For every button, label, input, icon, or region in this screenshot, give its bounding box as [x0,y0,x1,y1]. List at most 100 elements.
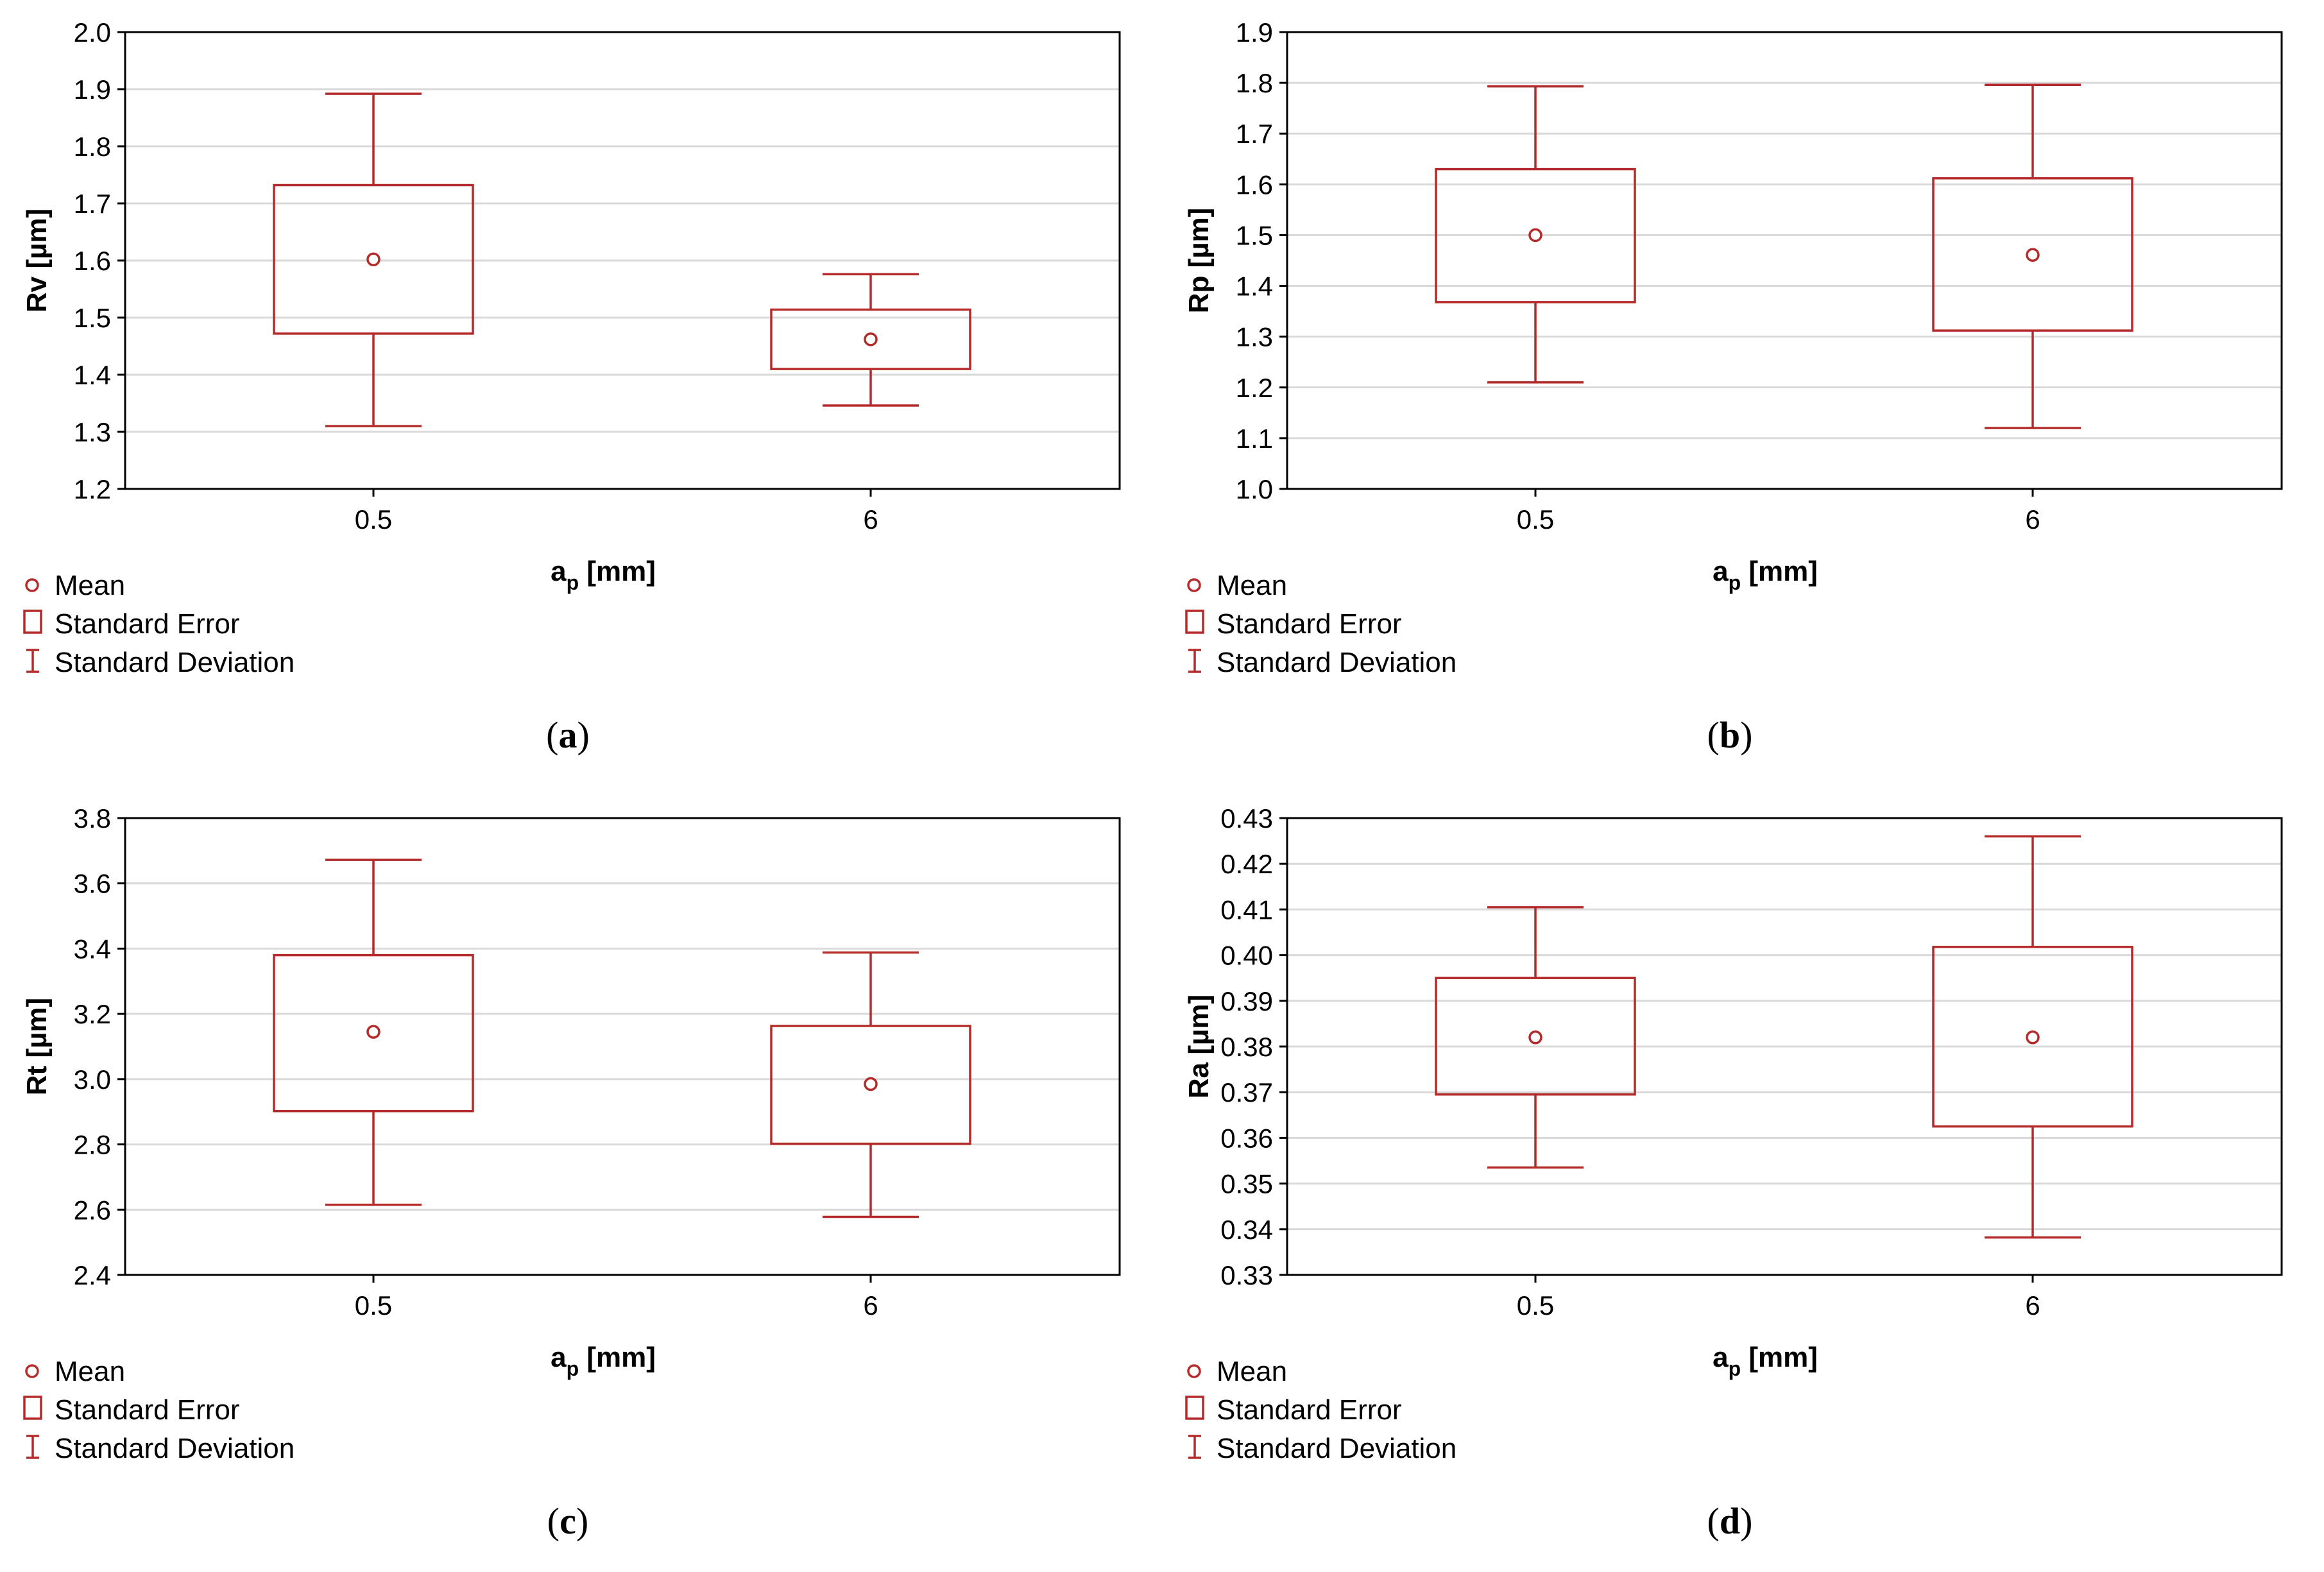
legend-sd-label: Standard Deviation [55,647,295,678]
legend-se-label: Standard Error [55,608,240,640]
legend: Mean Standard Error Standard Deviation [23,570,295,678]
mean-marker [366,252,380,266]
chart-panel-c: 2.4 2.6 2.8 3.0 3.2 3.4 3.6 3.8 0.5 6 Rt [µm] ap [m… [0,786,1162,1572]
mean-marker [864,332,878,346]
x-tick-label: 0.5 [355,504,392,534]
y-tick-label: 0.43 [1220,803,1273,833]
y-tick-label: 1.2 [1236,373,1273,403]
legend-mean-label: Mean [55,570,125,601]
legend-se-icon [1185,1396,1204,1420]
y-axis-label: Ra [µm] [1183,995,1215,1098]
legend-sd-icon [26,649,39,673]
y-tick-label: 1.0 [1236,474,1273,504]
x-tick-label: 6 [2025,1290,2040,1320]
legend-sd-icon [1188,649,1201,673]
series-group-6 [770,951,971,1218]
y-tick-label: 0.37 [1220,1077,1273,1107]
y-axis-label: Rv [µm] [21,209,53,312]
y-tick-label: 3.8 [74,803,111,833]
y-tick-label: 0.42 [1220,849,1273,879]
chart-svg-c: 2.4 2.6 2.8 3.0 3.2 3.4 3.6 3.8 0.5 6 Rt [µm] ap [m… [21,803,1121,1542]
y-tick-label: 1.8 [1236,68,1273,98]
legend-se-icon [23,1396,42,1420]
series-group-0.5 [273,92,474,427]
legend-mean-icon [25,578,39,592]
x-tick-label: 6 [863,1290,878,1320]
y-tick-label: 1.2 [74,474,111,504]
y-tick-label: 1.7 [1236,119,1273,149]
plot-frame [1286,31,2283,490]
legend-se-label: Standard Error [55,1394,240,1426]
legend-sd-label: Standard Deviation [1217,647,1457,678]
x-axis-label: ap [mm] [551,556,656,594]
legend-sd-label: Standard Deviation [1217,1433,1457,1464]
legend: Mean Standard Error Standard Deviation [1185,570,1457,678]
y-tick-label: 0.35 [1220,1169,1273,1199]
y-tick-label: 3.0 [74,1064,111,1095]
legend-sd-label: Standard Deviation [55,1433,295,1464]
series-group-0.5 [1435,85,1636,384]
legend-se-icon [1185,610,1204,634]
chart-panel-d: 0.33 0.34 0.35 0.36 0.37 0.38 0.39 0.40 0.41 0.42… [1162,786,2324,1572]
se-box [1932,177,2133,332]
y-tick-label: 1.9 [74,74,111,105]
y-tick-label: 0.38 [1220,1032,1273,1062]
panel-caption: (d) [1707,1500,1753,1542]
series-group-6 [1932,83,2133,429]
se-box [273,953,474,1113]
series-group-6 [770,273,971,407]
series-group-0.5 [273,859,474,1206]
y-axis-label: Rp [µm] [1183,208,1215,314]
y-tick-label: 1.4 [1236,271,1273,302]
x-tick-label: 6 [2025,504,2040,534]
mean-marker [1528,1030,1542,1045]
y-tick-label: 2.4 [74,1260,111,1290]
y-tick-label: 0.39 [1220,986,1273,1016]
y-tick-label: 2.0 [74,17,111,47]
y-tick-label: 1.1 [1236,423,1273,454]
mean-marker [2026,1030,2040,1045]
y-tick-label: 1.7 [74,189,111,219]
y-tick-label: 0.41 [1220,894,1273,925]
plot-frame [124,817,1121,1276]
y-axis-label: Rt [µm] [21,998,53,1095]
y-tick-label: 1.3 [1236,322,1273,352]
chart-svg-b: 1.0 1.1 1.2 1.3 1.4 1.5 1.6 1.7 1.8 1.9 0.5 6 Rp [µm… [1183,17,2283,756]
legend-mean-label: Mean [55,1356,125,1387]
y-tick-label: 2.6 [74,1195,111,1225]
y-tick-label: 0.36 [1220,1123,1273,1153]
legend-sd-icon [26,1435,39,1459]
se-box [273,184,474,335]
y-tick-label: 0.33 [1220,1260,1273,1290]
chart-svg-a: 1.2 1.3 1.4 1.5 1.6 1.7 1.8 1.9 2.0 0.5 6 Rv [µm] ap… [21,17,1121,756]
se-box [770,308,971,370]
y-tick-label: 1.9 [1236,17,1273,47]
y-tick-label: 1.6 [74,246,111,276]
x-axis-label: ap [mm] [551,1342,656,1380]
y-tick-label: 1.5 [74,303,111,333]
y-tick-label: 1.8 [74,132,111,162]
y-tick-label: 1.3 [74,417,111,447]
legend-mean-label: Mean [1217,1356,1287,1387]
se-box [1435,977,1636,1096]
x-tick-label: 0.5 [1517,504,1554,534]
y-tick-label: 3.2 [74,999,111,1029]
legend-mean-label: Mean [1217,570,1287,601]
legend: Mean Standard Error Standard Deviation [1185,1356,1457,1464]
legend-sd-icon [1188,1435,1201,1459]
panel-caption: (c) [547,1500,588,1542]
y-tick-label: 3.4 [74,934,111,964]
legend-se-label: Standard Error [1217,1394,1402,1426]
chart-panel-a: 1.2 1.3 1.4 1.5 1.6 1.7 1.8 1.9 2.0 0.5 6 Rv [µm] ap… [0,0,1162,786]
legend-se-icon [23,610,42,634]
panel-caption: (b) [1707,714,1753,756]
x-axis-label: ap [mm] [1713,1342,1818,1380]
series-group-0.5 [1435,906,1636,1169]
legend: Mean Standard Error Standard Deviation [23,1356,295,1464]
se-box [1932,946,2133,1128]
x-tick-label: 0.5 [355,1290,392,1320]
x-axis-label: ap [mm] [1713,556,1818,594]
legend-mean-icon [25,1364,39,1378]
mean-marker [2026,248,2040,262]
legend-mean-icon [1187,1364,1201,1378]
